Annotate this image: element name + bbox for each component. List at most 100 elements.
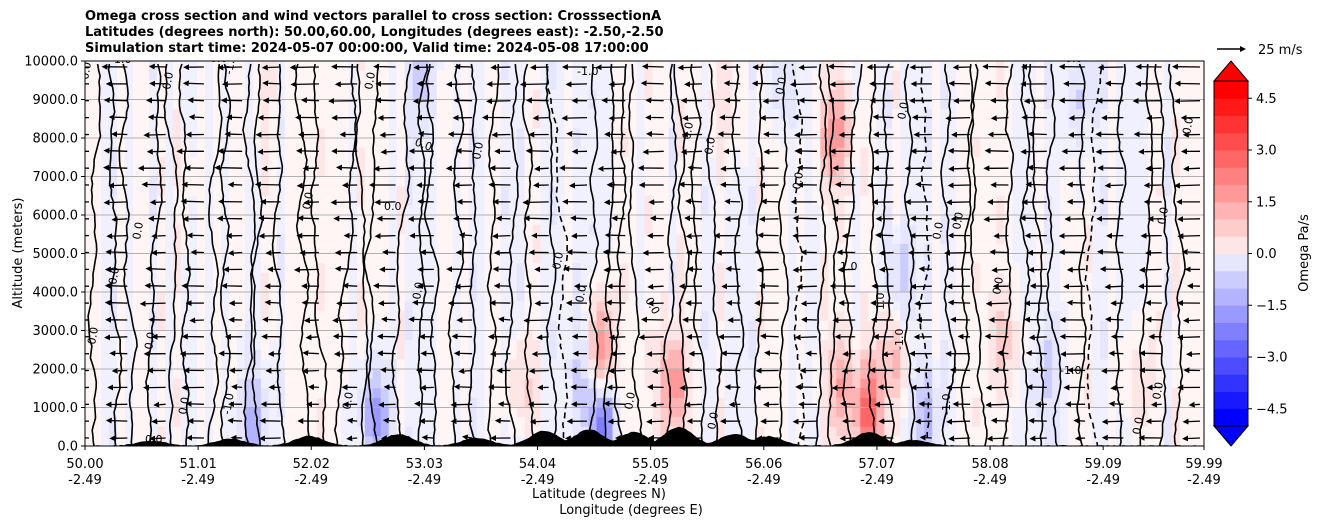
omega-cell	[340, 292, 350, 303]
omega-cell	[860, 128, 869, 139]
omega-cell	[796, 311, 805, 322]
omega-cell	[292, 186, 302, 197]
omega-cell	[740, 138, 749, 149]
omega-cell	[612, 138, 622, 149]
omega-cell	[564, 263, 574, 274]
omega-cell	[1068, 157, 1077, 168]
omega-cell	[324, 320, 334, 332]
omega-cell	[196, 378, 206, 389]
omega-cell	[220, 109, 230, 120]
omega-cell	[132, 292, 142, 303]
omega-cell	[372, 99, 382, 110]
omega-cell	[844, 320, 853, 332]
omega-cell	[492, 349, 502, 360]
omega-cell	[620, 215, 630, 226]
omega-cell	[652, 89, 662, 101]
omega-cell	[204, 138, 214, 149]
omega-cell	[188, 186, 198, 197]
omega-cell	[380, 99, 390, 110]
omega-cell	[1036, 147, 1045, 158]
omega-cell	[484, 340, 494, 351]
omega-cell	[180, 99, 190, 110]
omega-cell	[804, 215, 813, 226]
omega-cell	[980, 215, 989, 226]
omega-cell	[468, 282, 478, 293]
omega-cell	[85, 301, 94, 312]
omega-cell	[740, 301, 749, 312]
omega-cell	[844, 61, 853, 72]
omega-cell	[812, 369, 821, 380]
omega-cell	[884, 176, 893, 187]
omega-cell	[676, 99, 686, 110]
omega-cell	[244, 359, 254, 370]
omega-cell	[700, 80, 710, 91]
omega-cell	[196, 99, 206, 110]
omega-cell	[572, 253, 582, 264]
omega-cell	[1068, 388, 1077, 399]
omega-cell	[236, 224, 246, 235]
omega-cell	[772, 311, 781, 322]
omega-cell	[964, 205, 973, 216]
omega-cell	[548, 330, 558, 341]
omega-cell	[140, 330, 150, 341]
omega-cell	[580, 118, 590, 129]
omega-cell	[564, 272, 574, 283]
omega-cell	[820, 388, 829, 399]
omega-cell	[732, 118, 742, 129]
omega-cell	[548, 397, 558, 409]
omega-cell	[788, 70, 797, 81]
omega-cell	[524, 397, 534, 409]
omega-cell	[100, 340, 110, 351]
omega-cell	[940, 109, 949, 120]
omega-cell	[700, 301, 710, 312]
omega-cell	[908, 118, 917, 129]
omega-cell	[276, 359, 286, 370]
omega-cell	[92, 320, 102, 332]
omega-cell	[324, 89, 334, 101]
omega-cell	[908, 166, 917, 178]
omega-cell	[284, 272, 294, 283]
omega-cell	[972, 340, 981, 351]
omega-cell	[572, 359, 582, 370]
omega-cell	[1020, 407, 1029, 418]
omega-cell	[300, 426, 310, 437]
omega-cell	[820, 186, 829, 197]
omega-cell	[860, 263, 869, 274]
omega-cell	[1076, 263, 1085, 274]
omega-cell	[508, 378, 518, 389]
omega-cell	[532, 138, 542, 149]
omega-cell	[172, 61, 182, 72]
omega-cell	[132, 253, 142, 264]
omega-cell	[652, 80, 662, 91]
omega-cell	[564, 282, 574, 293]
omega-cell	[1020, 224, 1029, 235]
omega-cell	[492, 138, 502, 149]
omega-cell	[428, 109, 438, 120]
omega-cell	[436, 205, 446, 216]
omega-cell	[92, 157, 102, 168]
omega-cell	[612, 224, 622, 235]
omega-cell	[924, 272, 933, 283]
omega-cell	[884, 243, 893, 255]
omega-cell	[876, 253, 885, 264]
omega-cell	[732, 109, 742, 120]
omega-cell	[476, 166, 486, 178]
omega-cell	[164, 186, 174, 197]
omega-cell	[508, 253, 518, 264]
omega-cell	[900, 378, 909, 389]
omega-cell	[588, 224, 598, 235]
omega-cell	[308, 61, 318, 72]
omega-cell	[756, 234, 765, 245]
omega-cell	[268, 292, 278, 303]
omega-cell	[956, 417, 965, 428]
omega-cell	[300, 234, 310, 245]
omega-cell	[332, 205, 342, 216]
omega-cell	[932, 417, 941, 428]
omega-cell	[348, 436, 358, 446]
omega-cell	[652, 359, 662, 370]
omega-cell	[388, 417, 398, 428]
omega-cell	[324, 109, 334, 120]
omega-cell	[612, 109, 622, 120]
omega-cell	[444, 195, 454, 206]
omega-cell	[284, 205, 294, 216]
